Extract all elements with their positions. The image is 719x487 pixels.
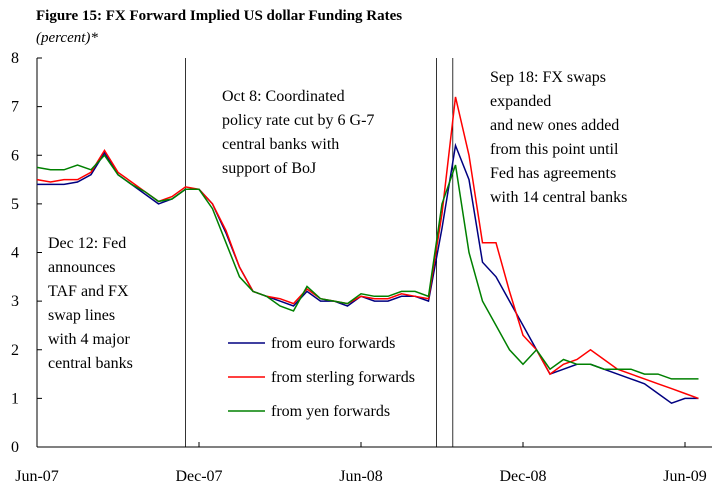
annotation: from this point until (490, 141, 619, 158)
y-tick-label: 0 (11, 439, 19, 456)
y-tick-label: 6 (11, 147, 19, 164)
x-tick-label: Dec-07 (175, 468, 222, 485)
annotation: announces (48, 259, 116, 276)
legend-label: from euro forwards (271, 335, 395, 352)
annotation: Fed has agreements (490, 165, 616, 182)
annotation: Oct 8: Coordinated (222, 88, 345, 105)
annotation: with 4 major (48, 331, 130, 348)
y-tick-label: 1 (11, 390, 19, 407)
x-tick-label: Dec-08 (499, 468, 546, 485)
annotation: central banks with (222, 136, 339, 153)
annotation: Dec 12: Fed (48, 235, 126, 252)
annotation: expanded (490, 93, 551, 110)
x-tick-label: Jun-08 (339, 468, 383, 485)
annotation: and new ones added (490, 117, 619, 134)
annotation: swap lines (48, 307, 115, 324)
chart-subtitle: (percent)* (36, 30, 98, 46)
y-tick-label: 8 (11, 50, 19, 67)
annotation: with 14 central banks (490, 189, 627, 206)
y-tick-label: 7 (11, 99, 19, 116)
annotation: Sep 18: FX swaps (490, 69, 606, 86)
chart-title: Figure 15: FX Forward Implied US dollar … (36, 8, 402, 24)
x-tick-label: Jun-07 (15, 468, 59, 485)
legend-label: from sterling forwards (271, 369, 415, 386)
series-line (37, 142, 699, 405)
legend-label: from yen forwards (271, 403, 390, 420)
y-tick-label: 4 (11, 245, 19, 262)
annotation: central banks (48, 355, 133, 372)
annotation: TAF and FX (48, 283, 129, 300)
y-tick-label: 2 (11, 342, 19, 359)
annotation: policy rate cut by 6 G-7 (222, 112, 374, 129)
y-tick-label: 3 (11, 293, 19, 310)
y-tick-label: 5 (11, 196, 19, 213)
x-tick-label: Jun-09 (663, 468, 707, 485)
annotation: support of BoJ (222, 160, 316, 177)
series-line (36, 154, 699, 380)
